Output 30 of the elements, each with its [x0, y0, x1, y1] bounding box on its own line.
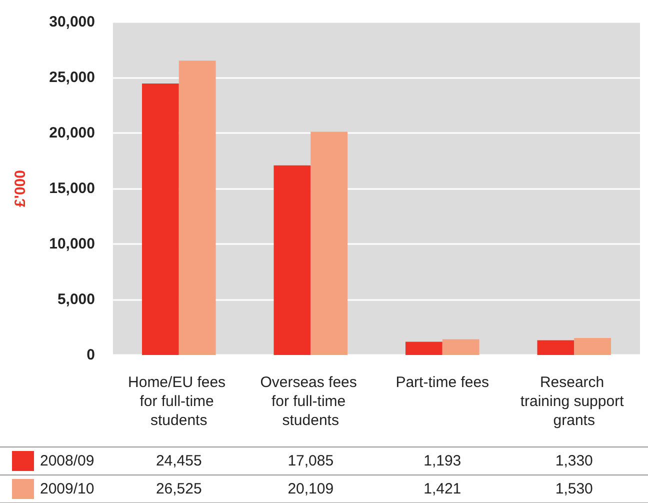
legend-label: 2009/10	[40, 480, 94, 498]
data-label: 20,109	[288, 480, 334, 498]
y-tick-label: 10,000	[49, 236, 95, 252]
data-label: 1,193	[424, 452, 462, 470]
bar	[442, 339, 480, 355]
y-tick-label: 25,000	[49, 69, 95, 86]
data-label: 26,525	[156, 480, 202, 498]
x-tick-label: Overseas fees for full-time students	[260, 374, 362, 429]
data-label: 24,455	[156, 452, 202, 470]
x-tick-label: Research training support grants	[520, 374, 628, 429]
y-tick-label: 0	[86, 346, 95, 364]
y-tick-label: 5,000	[57, 291, 95, 308]
legend-label: 2008/09	[40, 452, 94, 470]
data-label: 1,421	[424, 480, 462, 498]
y-tick-label: 15,000	[49, 180, 95, 197]
data-label: 17,085	[288, 452, 334, 470]
data-label: 1,530	[555, 480, 593, 498]
data-label: 1,330	[555, 452, 593, 470]
bar	[310, 132, 348, 355]
bar	[178, 60, 216, 355]
bar	[142, 84, 179, 355]
y-axis-title: £'000	[12, 170, 29, 207]
bar	[574, 338, 612, 355]
y-tick-label: 30,000	[49, 14, 95, 30]
bar	[537, 340, 574, 355]
bar	[405, 342, 442, 355]
bar	[274, 165, 311, 355]
x-tick-label: Part-time fees	[396, 374, 490, 391]
y-tick-label: 20,000	[49, 124, 95, 142]
x-tick-label: Home/EU fees for full-time students	[128, 374, 230, 429]
